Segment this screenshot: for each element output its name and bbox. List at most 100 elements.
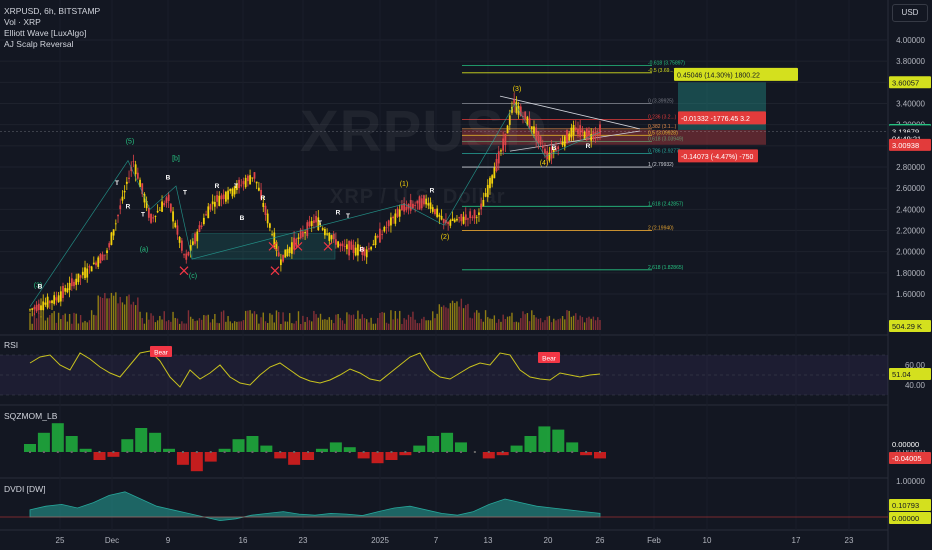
volume-bar	[207, 314, 209, 330]
candle-body	[103, 254, 106, 256]
signal-label: R	[215, 183, 220, 190]
volume-bar	[438, 304, 441, 330]
candle-body	[572, 125, 575, 135]
dvdi-badge: 0.00000	[892, 514, 919, 523]
volume-bar	[357, 310, 359, 330]
candle-body	[119, 205, 122, 210]
candle-body	[290, 242, 293, 254]
candle-body	[161, 201, 163, 212]
volume-bar	[524, 314, 526, 330]
volume-bar	[410, 316, 412, 330]
volume-bar	[412, 311, 414, 330]
volume-bar	[60, 319, 62, 330]
candle-body	[59, 291, 62, 302]
candle-body	[348, 240, 351, 256]
x-marker	[293, 241, 303, 251]
y-tick-label: 2.40000	[896, 205, 925, 214]
candle-body	[376, 235, 379, 238]
indicator-scalp-reversal[interactable]: AJ Scalp Reversal	[4, 39, 74, 49]
volume-bar	[255, 314, 258, 330]
volume-bar	[97, 295, 99, 330]
volume-bar	[440, 306, 443, 330]
target-label-box	[678, 149, 758, 163]
candle-body	[383, 226, 386, 232]
fib-level-label: 1.618 (2.42857)	[648, 201, 684, 207]
volume-bar	[370, 317, 372, 330]
volume-bar	[286, 321, 289, 330]
sqz-dot	[223, 451, 226, 453]
candle-body	[379, 228, 381, 243]
candle-body	[409, 199, 412, 211]
volume-bar	[200, 319, 203, 330]
volume-bar	[172, 311, 174, 330]
candle-body	[385, 227, 388, 229]
symbol-title[interactable]: XRPUSD, 6h, BITSTAMP	[4, 6, 101, 16]
candle-body	[352, 244, 355, 253]
volume-bar	[432, 311, 434, 330]
signal-label: T	[141, 212, 145, 219]
indicator-vol[interactable]: Vol · XRP	[4, 17, 41, 27]
candle-body	[178, 236, 181, 243]
candle-body	[341, 243, 344, 247]
sqz-dot	[432, 451, 435, 453]
volume-bar	[297, 311, 300, 330]
candle-body	[53, 295, 56, 304]
x-tick-label: Feb	[647, 536, 661, 545]
sqz-dot	[279, 451, 282, 453]
rsi-pane-label[interactable]: RSI	[4, 340, 19, 350]
volume-bar	[561, 316, 564, 330]
currency-button[interactable]: USD	[892, 4, 928, 22]
candle-body	[370, 246, 373, 250]
candle-body	[253, 172, 256, 179]
x-tick-label: 2025	[371, 536, 389, 545]
volume-bar	[513, 322, 515, 330]
volume-bar	[388, 323, 390, 330]
volume-bar	[339, 317, 342, 330]
candle-body	[35, 304, 38, 312]
signal-label: T	[234, 183, 238, 190]
volume-bar	[42, 311, 44, 330]
sqz-bar	[51, 423, 64, 452]
candle-body	[462, 216, 465, 224]
candle-body	[90, 266, 93, 272]
candle-body	[117, 215, 119, 217]
volume-bar	[271, 314, 273, 330]
indicator-elliott-wave[interactable]: Elliott Wave [LuxAlgo]	[4, 28, 87, 38]
volume-bar	[592, 316, 595, 330]
triangle-upper-line	[499, 95, 641, 130]
signal-label: B	[166, 175, 171, 182]
candle-body	[585, 128, 588, 140]
volume-bar	[350, 315, 353, 330]
candle-body	[515, 101, 518, 113]
volume-bar	[330, 319, 333, 330]
rsi-bear-badge	[150, 346, 172, 357]
volume-bar	[511, 312, 513, 330]
candle-body	[79, 275, 82, 278]
y-tick-label: 2.00000	[896, 248, 925, 257]
volume-bar	[88, 320, 91, 330]
fib-level-label: -0.5 (3.69...)	[648, 68, 676, 74]
candle-body	[128, 177, 130, 179]
candle-body	[194, 233, 196, 244]
volume-bar	[141, 318, 143, 330]
signal-label: R	[430, 187, 435, 194]
volume-bar	[227, 316, 229, 330]
volume-bar	[218, 323, 220, 330]
volume-bar	[359, 318, 361, 330]
sqzmom-pane-label[interactable]: SQZMOM_LB	[4, 411, 58, 421]
volume-bar	[346, 312, 348, 330]
candle-body	[330, 235, 333, 240]
volume-bar	[546, 316, 548, 330]
sqz-bar	[260, 445, 273, 452]
volume-bar	[110, 292, 113, 330]
candle-body	[475, 216, 478, 218]
candle-body	[592, 131, 595, 139]
candle-body	[550, 146, 553, 159]
volume-bar	[148, 319, 150, 330]
volume-bar	[553, 318, 555, 330]
dvdi-pane-label[interactable]: DVDI [DW]	[4, 484, 46, 494]
volume-bar	[233, 321, 236, 330]
wave-label: (3)	[34, 283, 43, 290]
volume-bar	[260, 317, 262, 330]
candle-body	[266, 213, 269, 224]
